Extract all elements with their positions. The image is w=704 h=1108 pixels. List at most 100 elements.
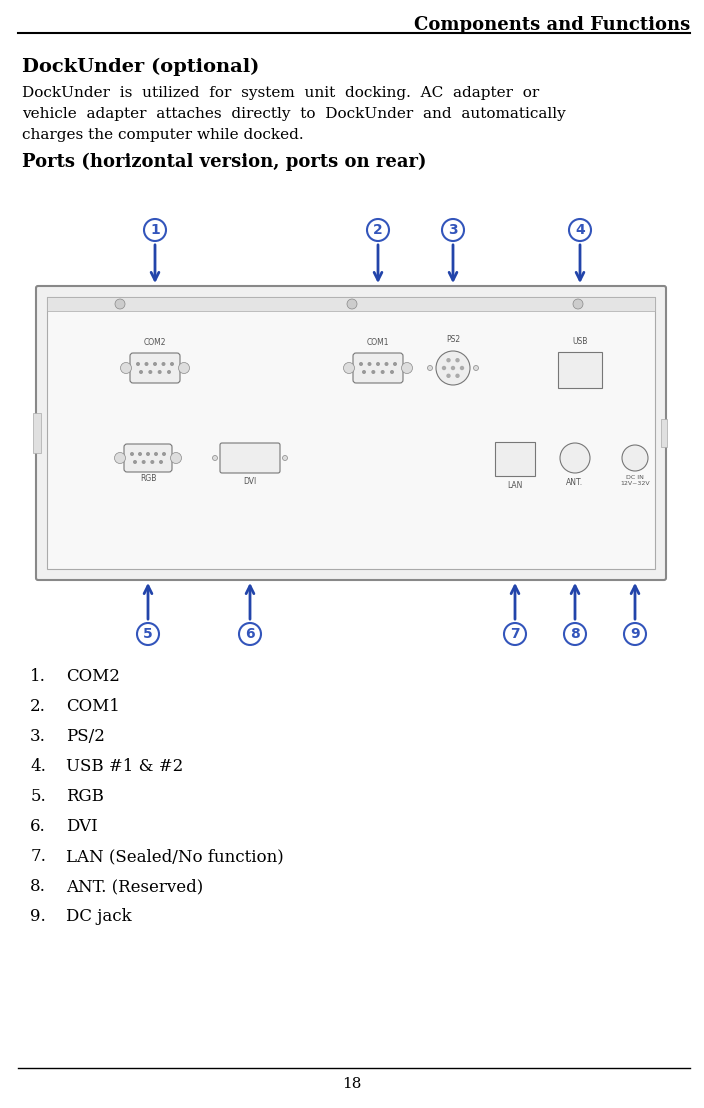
Circle shape xyxy=(239,623,261,645)
Circle shape xyxy=(137,362,139,366)
Text: 1.: 1. xyxy=(30,668,46,685)
Circle shape xyxy=(456,375,459,378)
Circle shape xyxy=(120,362,132,373)
Text: 3: 3 xyxy=(448,223,458,237)
Circle shape xyxy=(115,452,125,463)
Text: 8: 8 xyxy=(570,627,580,642)
Text: DVI: DVI xyxy=(66,818,98,835)
Circle shape xyxy=(367,219,389,242)
Text: 8.: 8. xyxy=(30,878,46,895)
Circle shape xyxy=(460,367,463,369)
Circle shape xyxy=(474,366,479,370)
Circle shape xyxy=(394,362,396,366)
Text: 6.: 6. xyxy=(30,818,46,835)
Circle shape xyxy=(139,453,142,455)
Text: USB #1 & #2: USB #1 & #2 xyxy=(66,758,183,774)
Circle shape xyxy=(569,219,591,242)
Text: RGB: RGB xyxy=(66,788,104,806)
Text: 2: 2 xyxy=(373,223,383,237)
Circle shape xyxy=(427,366,432,370)
Circle shape xyxy=(160,461,163,463)
Text: LAN: LAN xyxy=(508,481,522,490)
Text: Ports (horizontal version, ports on rear): Ports (horizontal version, ports on rear… xyxy=(22,153,427,172)
Circle shape xyxy=(560,443,590,473)
Circle shape xyxy=(144,219,166,242)
FancyBboxPatch shape xyxy=(220,443,280,473)
Text: 4.: 4. xyxy=(30,758,46,774)
Circle shape xyxy=(564,623,586,645)
Circle shape xyxy=(344,362,355,373)
Bar xyxy=(661,419,667,447)
Circle shape xyxy=(158,371,161,373)
Circle shape xyxy=(363,371,365,373)
Text: DC jack: DC jack xyxy=(66,907,132,925)
Text: 2.: 2. xyxy=(30,698,46,715)
FancyBboxPatch shape xyxy=(124,444,172,472)
Bar xyxy=(558,352,602,388)
Text: 7.: 7. xyxy=(30,848,46,865)
Text: 6: 6 xyxy=(245,627,255,642)
Text: 1: 1 xyxy=(150,223,160,237)
Circle shape xyxy=(360,362,363,366)
Circle shape xyxy=(401,362,413,373)
Circle shape xyxy=(443,367,446,369)
Circle shape xyxy=(436,351,470,384)
Text: RGB: RGB xyxy=(140,474,156,483)
Text: DVI: DVI xyxy=(244,478,257,486)
Circle shape xyxy=(131,453,133,455)
Circle shape xyxy=(385,362,388,366)
Text: DC IN
12V~32V: DC IN 12V~32V xyxy=(620,475,650,485)
Circle shape xyxy=(447,375,450,378)
Text: 4: 4 xyxy=(575,223,585,237)
Circle shape xyxy=(372,371,375,373)
Text: COM1: COM1 xyxy=(367,338,389,347)
Circle shape xyxy=(115,299,125,309)
Circle shape xyxy=(624,623,646,645)
Bar xyxy=(47,297,655,311)
Circle shape xyxy=(149,371,151,373)
Text: 9.: 9. xyxy=(30,907,46,925)
Circle shape xyxy=(282,455,287,461)
Circle shape xyxy=(168,371,170,373)
Text: COM1: COM1 xyxy=(66,698,120,715)
Circle shape xyxy=(170,362,173,366)
Circle shape xyxy=(382,371,384,373)
FancyBboxPatch shape xyxy=(353,353,403,383)
Text: charges the computer while docked.: charges the computer while docked. xyxy=(22,129,303,142)
Text: PS2: PS2 xyxy=(446,335,460,343)
Bar xyxy=(33,413,41,453)
Text: 5: 5 xyxy=(143,627,153,642)
Text: 9: 9 xyxy=(630,627,640,642)
Bar xyxy=(495,442,535,476)
Circle shape xyxy=(368,362,371,366)
Text: 3.: 3. xyxy=(30,728,46,745)
Bar xyxy=(47,297,655,570)
Circle shape xyxy=(145,362,148,366)
Circle shape xyxy=(456,359,459,361)
Text: DockUnder  is  utilized  for  system  unit  docking.  AC  adapter  or: DockUnder is utilized for system unit do… xyxy=(22,86,539,100)
Text: ANT.: ANT. xyxy=(567,478,584,488)
Circle shape xyxy=(151,461,153,463)
Text: USB: USB xyxy=(572,337,588,346)
Text: PS/2: PS/2 xyxy=(66,728,105,745)
Text: DockUnder (optional): DockUnder (optional) xyxy=(22,58,259,76)
Circle shape xyxy=(137,623,159,645)
Circle shape xyxy=(622,445,648,471)
Circle shape xyxy=(347,299,357,309)
Circle shape xyxy=(377,362,379,366)
Circle shape xyxy=(134,461,137,463)
FancyBboxPatch shape xyxy=(36,286,666,579)
Circle shape xyxy=(155,453,157,455)
Circle shape xyxy=(442,219,464,242)
Circle shape xyxy=(447,359,450,361)
Circle shape xyxy=(451,367,455,369)
Text: COM2: COM2 xyxy=(66,668,120,685)
Circle shape xyxy=(162,362,165,366)
Text: vehicle  adapter  attaches  directly  to  DockUnder  and  automatically: vehicle adapter attaches directly to Doc… xyxy=(22,107,566,121)
Circle shape xyxy=(391,371,394,373)
Text: COM2: COM2 xyxy=(144,338,166,347)
Text: 7: 7 xyxy=(510,627,520,642)
Text: LAN (Sealed/No function): LAN (Sealed/No function) xyxy=(66,848,284,865)
Circle shape xyxy=(504,623,526,645)
Circle shape xyxy=(213,455,218,461)
